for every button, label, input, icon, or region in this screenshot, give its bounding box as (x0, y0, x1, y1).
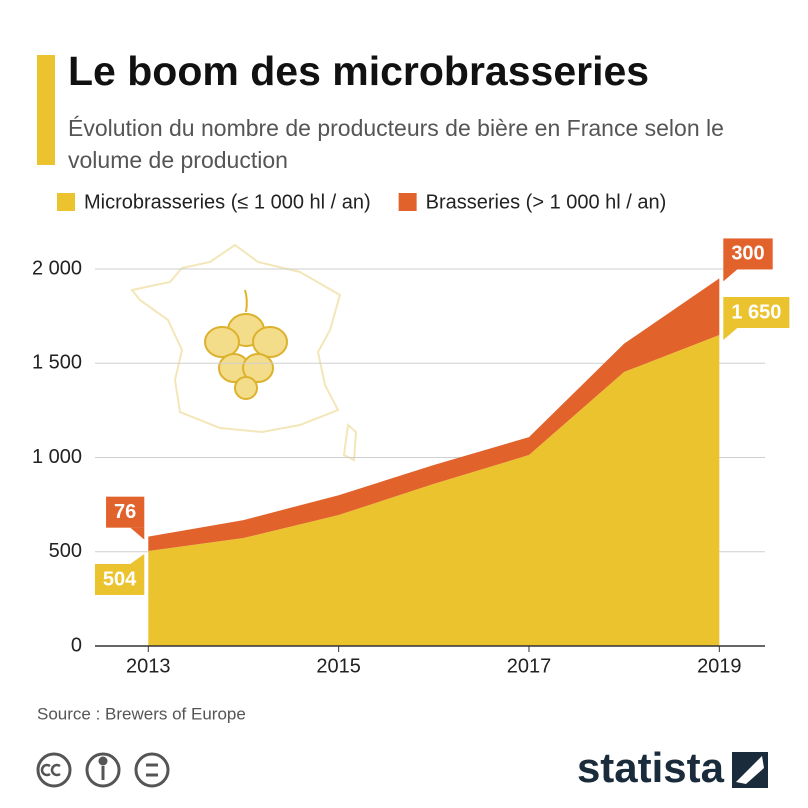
data-label-box (723, 238, 773, 270)
data-label-box (723, 296, 790, 328)
area (148, 334, 720, 646)
data-label-text: 1 650 (731, 301, 781, 323)
source: Source : Brewers of Europe (37, 704, 246, 723)
brand: statista (577, 744, 725, 791)
france-map (130, 243, 358, 462)
chart-subtitle: Évolution du nombre de producteurs de bi… (68, 115, 724, 173)
data-label-box (94, 563, 145, 595)
data-label-pointer (130, 527, 145, 540)
brand-logo (732, 752, 768, 788)
y-tick-label: 1 000 (32, 446, 82, 468)
data-label-pointer (723, 327, 738, 340)
y-tick-label: 0 (71, 634, 82, 656)
legend-label: Microbrasseries (≤ 1 000 hl / an) (84, 191, 371, 213)
data-label: 1 650 (723, 296, 790, 340)
x-tick-label: 2013 (126, 655, 171, 677)
data-label-box (106, 496, 145, 528)
accent-bar (37, 55, 55, 165)
x-tick-label: 2015 (316, 655, 361, 677)
legend-swatch (57, 193, 75, 211)
data-label: 300 (723, 238, 773, 282)
data-label-pointer (130, 553, 145, 564)
hop-icon (204, 289, 288, 400)
data-label: 76 (106, 496, 145, 540)
legend-label: Brasseries (> 1 000 hl / an) (426, 191, 667, 213)
y-tick-label: 500 (49, 540, 82, 562)
data-label-text: 76 (114, 501, 136, 523)
legend-swatch (398, 193, 417, 211)
data-label-text: 300 (731, 243, 764, 265)
y-tick-label: 1 500 (32, 352, 82, 374)
chart-title: Le boom des microbrasseries (68, 48, 650, 94)
x-tick-label: 2017 (507, 655, 552, 677)
license-icons (36, 752, 170, 788)
data-label-text: 504 (103, 568, 137, 590)
data-label-pointer (723, 269, 738, 282)
x-tick-label: 2019 (697, 655, 742, 677)
y-tick-label: 2 000 (32, 257, 82, 279)
data-label: 504 (94, 553, 145, 595)
